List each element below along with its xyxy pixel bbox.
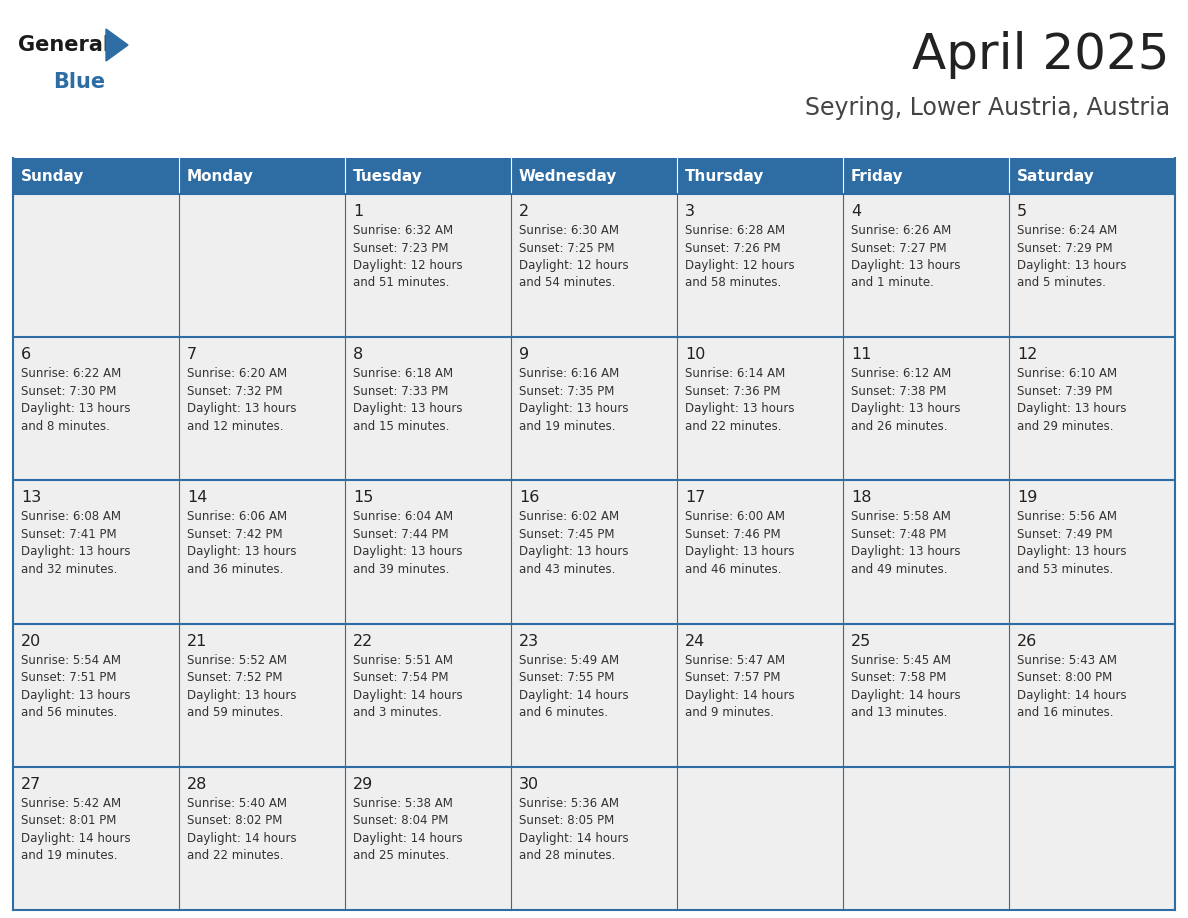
Bar [13,337,1175,480]
Bar [13,623,1175,767]
Text: 7: 7 [187,347,197,363]
Text: Sunrise: 5:47 AM
Sunset: 7:57 PM
Daylight: 14 hours
and 9 minutes.: Sunrise: 5:47 AM Sunset: 7:57 PM Dayligh… [685,654,795,719]
Text: Monday: Monday [187,169,254,184]
Text: Sunrise: 5:42 AM
Sunset: 8:01 PM
Daylight: 14 hours
and 19 minutes.: Sunrise: 5:42 AM Sunset: 8:01 PM Dayligh… [21,797,131,862]
Text: Sunrise: 5:49 AM
Sunset: 7:55 PM
Daylight: 14 hours
and 6 minutes.: Sunrise: 5:49 AM Sunset: 7:55 PM Dayligh… [519,654,628,719]
Text: Sunrise: 6:14 AM
Sunset: 7:36 PM
Daylight: 13 hours
and 22 minutes.: Sunrise: 6:14 AM Sunset: 7:36 PM Dayligh… [685,367,795,432]
Text: 30: 30 [519,777,539,792]
Text: Saturday: Saturday [1017,169,1095,184]
Text: Sunrise: 6:22 AM
Sunset: 7:30 PM
Daylight: 13 hours
and 8 minutes.: Sunrise: 6:22 AM Sunset: 7:30 PM Dayligh… [21,367,131,432]
Text: 1: 1 [353,204,364,219]
Text: General: General [18,35,110,55]
Text: Sunrise: 6:16 AM
Sunset: 7:35 PM
Daylight: 13 hours
and 19 minutes.: Sunrise: 6:16 AM Sunset: 7:35 PM Dayligh… [519,367,628,432]
Text: 16: 16 [519,490,539,506]
Text: 14: 14 [187,490,208,506]
Text: 5: 5 [1017,204,1028,219]
Polygon shape [106,29,128,61]
Text: Sunrise: 6:24 AM
Sunset: 7:29 PM
Daylight: 13 hours
and 5 minutes.: Sunrise: 6:24 AM Sunset: 7:29 PM Dayligh… [1017,224,1126,289]
Text: Sunrise: 6:28 AM
Sunset: 7:26 PM
Daylight: 12 hours
and 58 minutes.: Sunrise: 6:28 AM Sunset: 7:26 PM Dayligh… [685,224,795,289]
Text: Sunrise: 6:04 AM
Sunset: 7:44 PM
Daylight: 13 hours
and 39 minutes.: Sunrise: 6:04 AM Sunset: 7:44 PM Dayligh… [353,510,462,576]
Text: Sunrise: 6:06 AM
Sunset: 7:42 PM
Daylight: 13 hours
and 36 minutes.: Sunrise: 6:06 AM Sunset: 7:42 PM Dayligh… [187,510,297,576]
Text: Sunrise: 5:52 AM
Sunset: 7:52 PM
Daylight: 13 hours
and 59 minutes.: Sunrise: 5:52 AM Sunset: 7:52 PM Dayligh… [187,654,297,719]
Bar [13,480,1175,623]
Text: Sunrise: 6:32 AM
Sunset: 7:23 PM
Daylight: 12 hours
and 51 minutes.: Sunrise: 6:32 AM Sunset: 7:23 PM Dayligh… [353,224,462,289]
Text: 15: 15 [353,490,373,506]
Text: Thursday: Thursday [685,169,764,184]
Text: Sunrise: 5:51 AM
Sunset: 7:54 PM
Daylight: 14 hours
and 3 minutes.: Sunrise: 5:51 AM Sunset: 7:54 PM Dayligh… [353,654,462,719]
Text: 8: 8 [353,347,364,363]
Bar [13,194,1175,337]
Text: 11: 11 [851,347,872,363]
Text: 2: 2 [519,204,529,219]
Text: 23: 23 [519,633,539,649]
Text: 25: 25 [851,633,871,649]
Text: Sunrise: 5:58 AM
Sunset: 7:48 PM
Daylight: 13 hours
and 49 minutes.: Sunrise: 5:58 AM Sunset: 7:48 PM Dayligh… [851,510,961,576]
Text: Sunrise: 5:36 AM
Sunset: 8:05 PM
Daylight: 14 hours
and 28 minutes.: Sunrise: 5:36 AM Sunset: 8:05 PM Dayligh… [519,797,628,862]
Text: Sunrise: 6:30 AM
Sunset: 7:25 PM
Daylight: 12 hours
and 54 minutes.: Sunrise: 6:30 AM Sunset: 7:25 PM Dayligh… [519,224,628,289]
Text: Sunrise: 6:26 AM
Sunset: 7:27 PM
Daylight: 13 hours
and 1 minute.: Sunrise: 6:26 AM Sunset: 7:27 PM Dayligh… [851,224,961,289]
Text: 4: 4 [851,204,861,219]
Text: 21: 21 [187,633,208,649]
Text: Sunrise: 6:20 AM
Sunset: 7:32 PM
Daylight: 13 hours
and 12 minutes.: Sunrise: 6:20 AM Sunset: 7:32 PM Dayligh… [187,367,297,432]
Text: Sunrise: 6:10 AM
Sunset: 7:39 PM
Daylight: 13 hours
and 29 minutes.: Sunrise: 6:10 AM Sunset: 7:39 PM Dayligh… [1017,367,1126,432]
Text: 9: 9 [519,347,529,363]
Text: 20: 20 [21,633,42,649]
Text: Seyring, Lower Austria, Austria: Seyring, Lower Austria, Austria [805,96,1170,120]
Text: Sunrise: 5:54 AM
Sunset: 7:51 PM
Daylight: 13 hours
and 56 minutes.: Sunrise: 5:54 AM Sunset: 7:51 PM Dayligh… [21,654,131,719]
Text: 3: 3 [685,204,695,219]
Text: 27: 27 [21,777,42,792]
Text: Sunrise: 6:08 AM
Sunset: 7:41 PM
Daylight: 13 hours
and 32 minutes.: Sunrise: 6:08 AM Sunset: 7:41 PM Dayligh… [21,510,131,576]
Text: Friday: Friday [851,169,904,184]
Text: Blue: Blue [53,72,105,92]
Text: Sunrise: 5:56 AM
Sunset: 7:49 PM
Daylight: 13 hours
and 53 minutes.: Sunrise: 5:56 AM Sunset: 7:49 PM Dayligh… [1017,510,1126,576]
Text: 10: 10 [685,347,706,363]
Text: 12: 12 [1017,347,1037,363]
Text: Sunrise: 5:43 AM
Sunset: 8:00 PM
Daylight: 14 hours
and 16 minutes.: Sunrise: 5:43 AM Sunset: 8:00 PM Dayligh… [1017,654,1126,719]
Text: Sunrise: 6:00 AM
Sunset: 7:46 PM
Daylight: 13 hours
and 46 minutes.: Sunrise: 6:00 AM Sunset: 7:46 PM Dayligh… [685,510,795,576]
Text: 13: 13 [21,490,42,506]
Text: 24: 24 [685,633,706,649]
Text: Wednesday: Wednesday [519,169,618,184]
Text: 6: 6 [21,347,31,363]
Text: 29: 29 [353,777,373,792]
Bar [13,767,1175,910]
Text: 22: 22 [353,633,373,649]
Text: Sunrise: 6:12 AM
Sunset: 7:38 PM
Daylight: 13 hours
and 26 minutes.: Sunrise: 6:12 AM Sunset: 7:38 PM Dayligh… [851,367,961,432]
Text: 17: 17 [685,490,706,506]
Text: 19: 19 [1017,490,1037,506]
Text: 28: 28 [187,777,208,792]
Text: 26: 26 [1017,633,1037,649]
Text: Sunrise: 6:18 AM
Sunset: 7:33 PM
Daylight: 13 hours
and 15 minutes.: Sunrise: 6:18 AM Sunset: 7:33 PM Dayligh… [353,367,462,432]
Text: Sunrise: 5:38 AM
Sunset: 8:04 PM
Daylight: 14 hours
and 25 minutes.: Sunrise: 5:38 AM Sunset: 8:04 PM Dayligh… [353,797,462,862]
Bar [13,158,1175,194]
Text: Sunrise: 6:02 AM
Sunset: 7:45 PM
Daylight: 13 hours
and 43 minutes.: Sunrise: 6:02 AM Sunset: 7:45 PM Dayligh… [519,510,628,576]
Text: Sunrise: 5:45 AM
Sunset: 7:58 PM
Daylight: 14 hours
and 13 minutes.: Sunrise: 5:45 AM Sunset: 7:58 PM Dayligh… [851,654,961,719]
Text: Tuesday: Tuesday [353,169,423,184]
Text: April 2025: April 2025 [912,31,1170,79]
Text: Sunday: Sunday [21,169,84,184]
Text: Sunrise: 5:40 AM
Sunset: 8:02 PM
Daylight: 14 hours
and 22 minutes.: Sunrise: 5:40 AM Sunset: 8:02 PM Dayligh… [187,797,297,862]
Text: 18: 18 [851,490,872,506]
